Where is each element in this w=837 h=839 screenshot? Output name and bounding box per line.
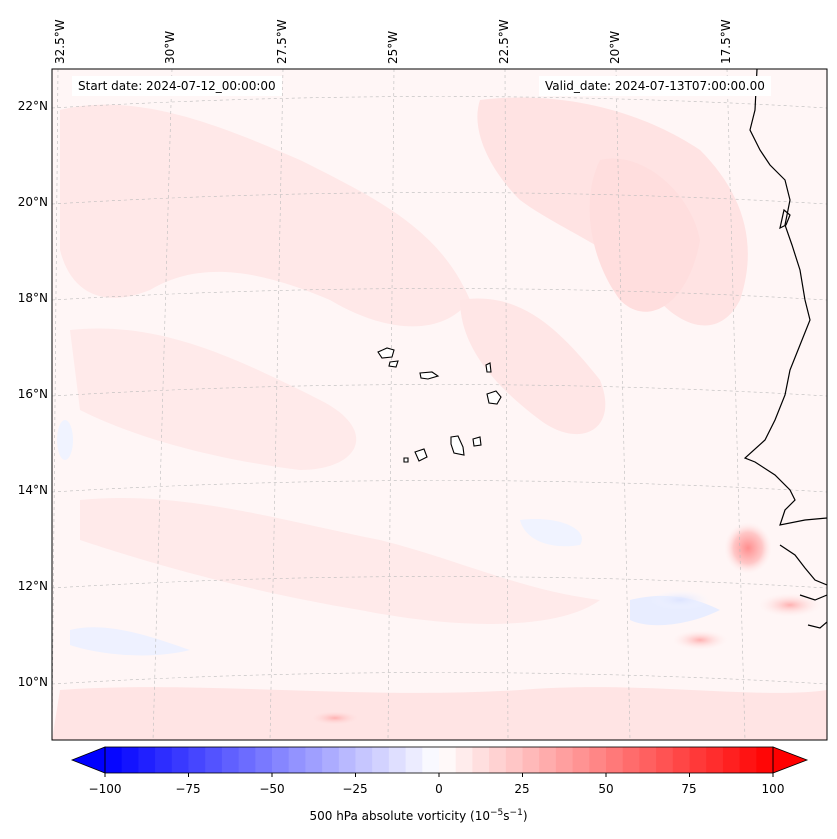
colorbar-segment: [672, 747, 691, 773]
colorbar-segment: [756, 747, 774, 773]
colorbar-tick-label: −100: [88, 782, 122, 796]
colorbar-segment: [739, 747, 757, 773]
start-date-label: Start date: 2024-07-12_00:00:00: [72, 76, 282, 96]
lat-label-16n: 16°N: [17, 387, 48, 401]
colorbar-segment: [388, 747, 407, 773]
colorbar-segment: [405, 747, 423, 773]
colorbar-segment: [105, 747, 123, 773]
colorbar-tick-label: 100: [761, 782, 785, 796]
colorbar-tick-label: −75: [175, 782, 201, 796]
colorbar-segment: [589, 747, 607, 773]
colorbar-segment: [338, 747, 357, 773]
vorticity-field: [52, 69, 827, 740]
colorbar-segment: [622, 747, 640, 773]
colorbar-segment: [372, 747, 390, 773]
colorbar-segment: [121, 747, 139, 773]
colorbar-segment: [205, 747, 223, 773]
colorbar-segment: [255, 747, 273, 773]
lat-label-14n: 14°N: [17, 483, 48, 497]
colorbar-segment: [505, 747, 524, 773]
colorbar-segment: [322, 747, 340, 773]
colorbar-segment: [238, 747, 256, 773]
colorbar-segment: [221, 747, 240, 773]
colorbar-tick-label: 0: [435, 782, 443, 796]
colorbar-title-text: 500 hPa absolute vorticity (10: [309, 809, 490, 823]
colorbar-tick-label: 75: [681, 782, 697, 796]
colorbar-segment: [639, 747, 657, 773]
colorbar-ticks: [104, 773, 774, 777]
colorbar-title-exp2: −1: [509, 808, 523, 818]
valid-date-label: Valid_date: 2024-07-13T07:00:00.00: [539, 76, 771, 96]
colorbar-segment: [188, 747, 206, 773]
colorbar-segment: [689, 747, 707, 773]
colorbar-segment: [288, 747, 306, 773]
lat-label-10n: 10°N: [17, 675, 48, 689]
colorbar-segment: [171, 747, 190, 773]
colorbar: [70, 746, 809, 777]
colorbar-title: 500 hPa absolute vorticity (10−5s−1): [0, 808, 837, 823]
colorbar-segment: [489, 747, 507, 773]
colorbar-segment: [355, 747, 373, 773]
lat-label-22n: 22°N: [17, 99, 48, 113]
colorbar-segment: [656, 747, 674, 773]
lat-label-12n: 12°N: [17, 579, 48, 593]
colorbar-title-exp1: −5: [490, 808, 504, 818]
colorbar-segment: [539, 747, 557, 773]
colorbar-segment: [138, 747, 156, 773]
colorbar-segment: [472, 747, 490, 773]
colorbar-segment: [606, 747, 624, 773]
colorbar-segment: [272, 747, 290, 773]
colorbar-segment: [422, 747, 440, 773]
colorbar-segment: [522, 747, 540, 773]
colorbar-segment: [555, 747, 574, 773]
colorbar-tick-label: −25: [342, 782, 368, 796]
colorbar-tick-label: 50: [598, 782, 614, 796]
colorbar-segment: [455, 747, 473, 773]
colorbar-title-close: ): [522, 809, 528, 823]
colorbar-segments: [105, 747, 774, 773]
colorbar-min-arrow: [70, 746, 106, 774]
colorbar-segment: [305, 747, 323, 773]
colorbar-segment: [706, 747, 724, 773]
colorbar-segment: [439, 747, 457, 773]
colorbar-max-arrow: [772, 746, 809, 774]
colorbar-segment: [572, 747, 590, 773]
graticule: [52, 69, 827, 740]
colorbar-title-s: s: [503, 809, 510, 823]
colorbar-tick-label: 25: [514, 782, 530, 796]
cape-verde-islands: [377, 347, 502, 463]
colorbar-tick-label: −50: [259, 782, 285, 796]
lat-label-18n: 18°N: [17, 291, 48, 305]
lat-label-20n: 20°N: [17, 195, 48, 209]
colorbar-segment: [155, 747, 173, 773]
colorbar-segment: [722, 747, 741, 773]
coastline: [743, 69, 827, 629]
